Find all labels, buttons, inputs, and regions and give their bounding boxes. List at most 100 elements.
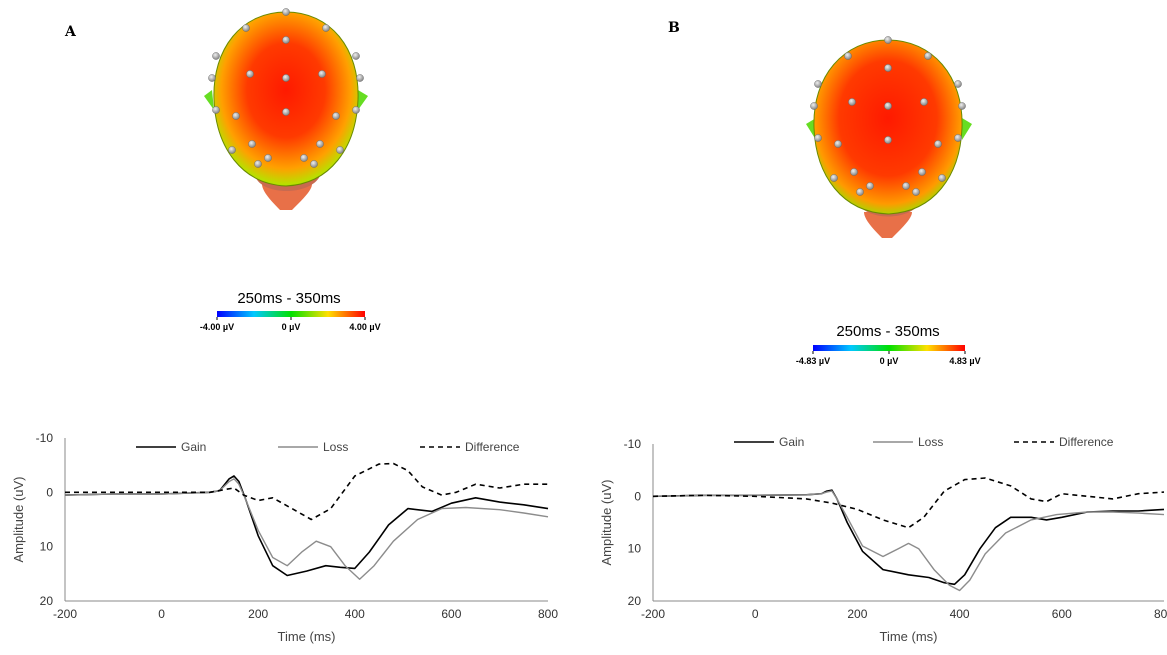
electrode-marker <box>814 80 822 88</box>
right-ear-a <box>358 90 368 110</box>
series-line-gain <box>64 475 549 577</box>
x-tick-label: 600 <box>441 607 461 621</box>
x-tick-label: 800 <box>1154 607 1167 621</box>
electrode-marker <box>958 102 966 110</box>
legend-label-loss: Loss <box>323 440 348 454</box>
electrode-marker <box>954 80 962 88</box>
electrode-marker <box>918 168 926 176</box>
electrode-marker <box>248 140 256 148</box>
y-tick-label: -10 <box>624 437 642 451</box>
x-tick-label: 200 <box>847 607 867 621</box>
electrode-marker <box>316 140 324 148</box>
electrode-marker <box>212 52 220 60</box>
x-tick-label: 200 <box>248 607 268 621</box>
electrode-marker <box>884 36 892 44</box>
series-line-difference <box>652 477 1165 529</box>
electrode-marker <box>310 160 318 168</box>
x-tick-label: 0 <box>158 607 165 621</box>
series-line-difference <box>65 462 548 521</box>
y-tick-label: -10 <box>36 431 54 445</box>
y-tick-label: 0 <box>46 485 53 499</box>
y-tick-label: 10 <box>40 540 54 554</box>
electrode-marker <box>856 188 864 196</box>
colorbar-a-min: -4.00 µV <box>200 322 234 332</box>
colorbar-b-mid: 0 µV <box>880 356 899 366</box>
electrode-marker <box>810 102 818 110</box>
electrode-marker <box>938 174 946 182</box>
electrode-marker <box>322 24 330 32</box>
legend-label-difference: Difference <box>465 440 520 454</box>
electrode-marker <box>920 98 928 106</box>
x-axis-title: Time (ms) <box>277 629 335 644</box>
electrode-marker <box>208 74 216 82</box>
x-axis-title: Time (ms) <box>879 629 937 644</box>
nose-b <box>864 212 912 238</box>
y-axis-title: Amplitude (uV) <box>11 477 26 563</box>
electrode-marker <box>282 8 290 16</box>
electrode-marker <box>844 52 852 60</box>
colorbar-b: 250ms - 350ms -4.83 µV 0 µV 4.83 µV <box>796 323 981 366</box>
electrode-marker <box>848 98 856 106</box>
electrode-marker <box>814 134 822 142</box>
series-line-loss <box>64 478 549 580</box>
electrode-marker <box>228 146 236 154</box>
legend-label-gain: Gain <box>779 435 804 449</box>
electrode-marker <box>884 136 892 144</box>
y-tick-label: 20 <box>628 594 642 608</box>
y-tick-label: 10 <box>628 542 642 556</box>
y-axis-title: Amplitude (uV) <box>599 480 614 566</box>
panel-b-label: B <box>668 20 680 36</box>
electrode-marker <box>924 52 932 60</box>
series-line-gain <box>652 489 1165 586</box>
electrode-marker <box>282 74 290 82</box>
electrodes-a <box>208 8 364 168</box>
erp-chart-a: -10 0 10 20-200 0 200 400 600 800 Time (ms) Amplit… <box>11 431 558 644</box>
electrodes-b <box>810 36 966 196</box>
electrode-marker <box>850 168 858 176</box>
x-tick-label: 0 <box>752 607 759 621</box>
electrode-marker <box>282 36 290 44</box>
x-tick-label: 400 <box>345 607 365 621</box>
electrode-marker <box>264 154 272 162</box>
electrode-marker <box>954 134 962 142</box>
x-tick-label: -200 <box>641 607 665 621</box>
electrode-marker <box>318 70 326 78</box>
colorbar-b-max: 4.83 µV <box>949 356 980 366</box>
colorbar-b-bar <box>813 345 965 351</box>
electrode-marker <box>232 112 240 120</box>
y-tick-label: 20 <box>40 594 54 608</box>
x-tick-label: -200 <box>53 607 77 621</box>
electrode-marker <box>254 160 262 168</box>
electrode-marker <box>834 140 842 148</box>
colorbar-a-title: 250ms - 350ms <box>237 290 340 307</box>
colorbar-a: 250ms - 350ms -4.00 µV 0 µV 4.00 µV <box>200 290 381 332</box>
electrode-marker <box>212 106 220 114</box>
electrode-marker <box>866 182 874 190</box>
legend-label-gain: Gain <box>181 440 206 454</box>
electrode-marker <box>242 24 250 32</box>
x-tick-label: 600 <box>1052 607 1072 621</box>
right-ear-b <box>962 118 972 140</box>
x-tick-label: 400 <box>950 607 970 621</box>
series-line-loss <box>652 490 1165 592</box>
electrode-marker <box>300 154 308 162</box>
electrode-marker <box>246 70 254 78</box>
colorbar-a-bar <box>217 311 365 317</box>
colorbar-a-mid: 0 µV <box>282 322 301 332</box>
nose-a <box>262 184 312 210</box>
electrode-marker <box>352 106 360 114</box>
electrode-marker <box>352 52 360 60</box>
electrode-marker <box>830 174 838 182</box>
legend-label-loss: Loss <box>918 435 943 449</box>
electrode-marker <box>884 102 892 110</box>
erp-chart-b: -10 0 10 20-200 0 200 400 600 800 Time (ms) Amplit… <box>599 435 1167 644</box>
left-ear-a <box>204 90 214 110</box>
panel-a-label: A <box>64 24 77 40</box>
electrode-marker <box>934 140 942 148</box>
x-tick-label: 800 <box>538 607 558 621</box>
electrode-marker <box>282 108 290 116</box>
colorbar-b-title: 250ms - 350ms <box>836 323 939 340</box>
y-tick-label: 0 <box>634 489 641 503</box>
electrode-marker <box>902 182 910 190</box>
